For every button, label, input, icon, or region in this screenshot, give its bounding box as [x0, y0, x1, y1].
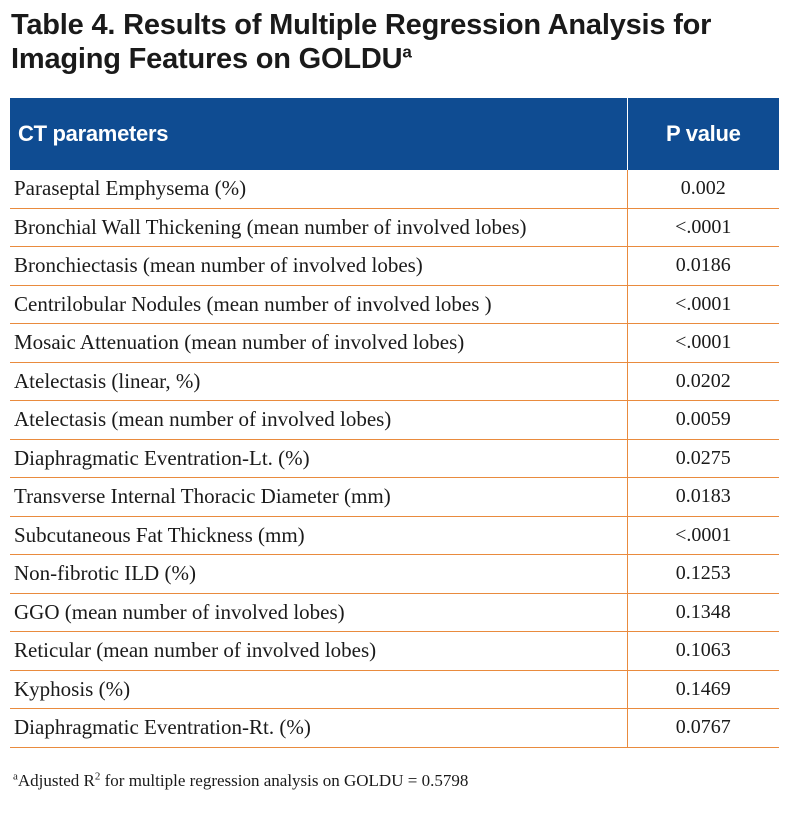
ct-parameter-cell: Reticular (mean number of involved lobes…: [10, 631, 627, 671]
table-row: Reticular (mean number of involved lobes…: [10, 631, 779, 671]
ct-parameter-cell: Paraseptal Emphysema (%): [10, 170, 627, 209]
ct-parameter-cell: Kyphosis (%): [10, 670, 627, 709]
table-row: Diaphragmatic Eventration-Rt. (%) 0.0767: [10, 708, 779, 748]
table-row: Paraseptal Emphysema (%) 0.002: [10, 170, 779, 209]
p-value-cell: 0.0059: [626, 400, 779, 440]
table-body: Paraseptal Emphysema (%) 0.002 Bronchial W…: [10, 170, 779, 748]
p-value-cell: 0.0186: [626, 246, 779, 286]
p-value-cell: 0.1253: [626, 554, 779, 594]
p-value-cell: 0.0183: [626, 477, 779, 517]
p-value-cell: 0.1063: [626, 631, 779, 671]
table-row: Atelectasis (linear, %) 0.0202: [10, 362, 779, 401]
ct-parameter-cell: Non-fibrotic ILD (%): [10, 554, 627, 594]
p-value-cell: 0.0202: [626, 362, 779, 401]
table-header: CT parameters P value: [10, 98, 779, 170]
ct-parameter-cell: Mosaic Attenuation (mean number of invol…: [10, 323, 627, 363]
table-row: Mosaic Attenuation (mean number of invol…: [10, 323, 779, 363]
results-table: CT parameters P value Paraseptal Emphyse…: [10, 98, 779, 748]
p-value-cell: 0.002: [626, 170, 779, 209]
p-value-cell: <.0001: [626, 285, 779, 324]
table-row: Centrilobular Nodules (mean number of in…: [10, 285, 779, 324]
table-row: Non-fibrotic ILD (%) 0.1253: [10, 554, 779, 594]
table-row: Transverse Internal Thoracic Diameter (m…: [10, 477, 779, 517]
p-value-cell: 0.1469: [626, 670, 779, 709]
footnote-marker: a: [13, 770, 18, 783]
title-footnote-marker: a: [402, 42, 412, 62]
footnote-text-before: Adjusted R: [17, 771, 95, 790]
ct-parameter-cell: Bronchial Wall Thickening (mean number o…: [10, 208, 627, 247]
table-row: Atelectasis (mean number of involved lob…: [10, 400, 779, 440]
table-title: Table 4. Results of Multiple Regression …: [11, 8, 791, 76]
p-value-cell: <.0001: [626, 208, 779, 247]
ct-parameter-cell: Centrilobular Nodules (mean number of in…: [10, 285, 627, 324]
table-row: GGO (mean number of involved lobes) 0.134…: [10, 593, 779, 632]
table-row: Bronchiectasis (mean number of involved …: [10, 246, 779, 286]
p-value-cell: <.0001: [626, 516, 779, 555]
table-title-text: Table 4. Results of Multiple Regression …: [11, 9, 712, 75]
ct-parameter-cell: Bronchiectasis (mean number of involved …: [10, 246, 627, 286]
ct-parameter-cell: GGO (mean number of involved lobes): [10, 593, 627, 632]
p-value-cell: <.0001: [626, 323, 779, 363]
p-value-cell: 0.0767: [626, 708, 779, 748]
table-row: Diaphragmatic Eventration-Lt. (%) 0.0275: [10, 439, 779, 478]
table-footnote: aAdjusted R2 for multiple regression ana…: [13, 771, 468, 791]
ct-parameter-cell: Transverse Internal Thoracic Diameter (m…: [10, 477, 627, 517]
table-row: Subcutaneous Fat Thickness (mm) <.0001: [10, 516, 779, 555]
ct-parameter-cell: Subcutaneous Fat Thickness (mm): [10, 516, 627, 555]
p-value-cell: 0.1348: [626, 593, 779, 632]
ct-parameter-cell: Diaphragmatic Eventration-Rt. (%): [10, 708, 627, 748]
table-row: Bronchial Wall Thickening (mean number o…: [10, 208, 779, 247]
p-value-cell: 0.0275: [626, 439, 779, 478]
header-row: CT parameters P value: [10, 98, 779, 170]
footnote-superscript: 2: [94, 770, 101, 783]
table-row: Kyphosis (%) 0.1469: [10, 670, 779, 709]
footnote-text-after: for multiple regression analysis on GOLD…: [100, 771, 469, 790]
column-header-p-value: P value: [626, 98, 779, 170]
column-header-ct-parameters: CT parameters: [10, 98, 627, 170]
ct-parameter-cell: Atelectasis (linear, %): [10, 362, 627, 401]
ct-parameter-cell: Diaphragmatic Eventration-Lt. (%): [10, 439, 627, 478]
ct-parameter-cell: Atelectasis (mean number of involved lob…: [10, 400, 627, 440]
